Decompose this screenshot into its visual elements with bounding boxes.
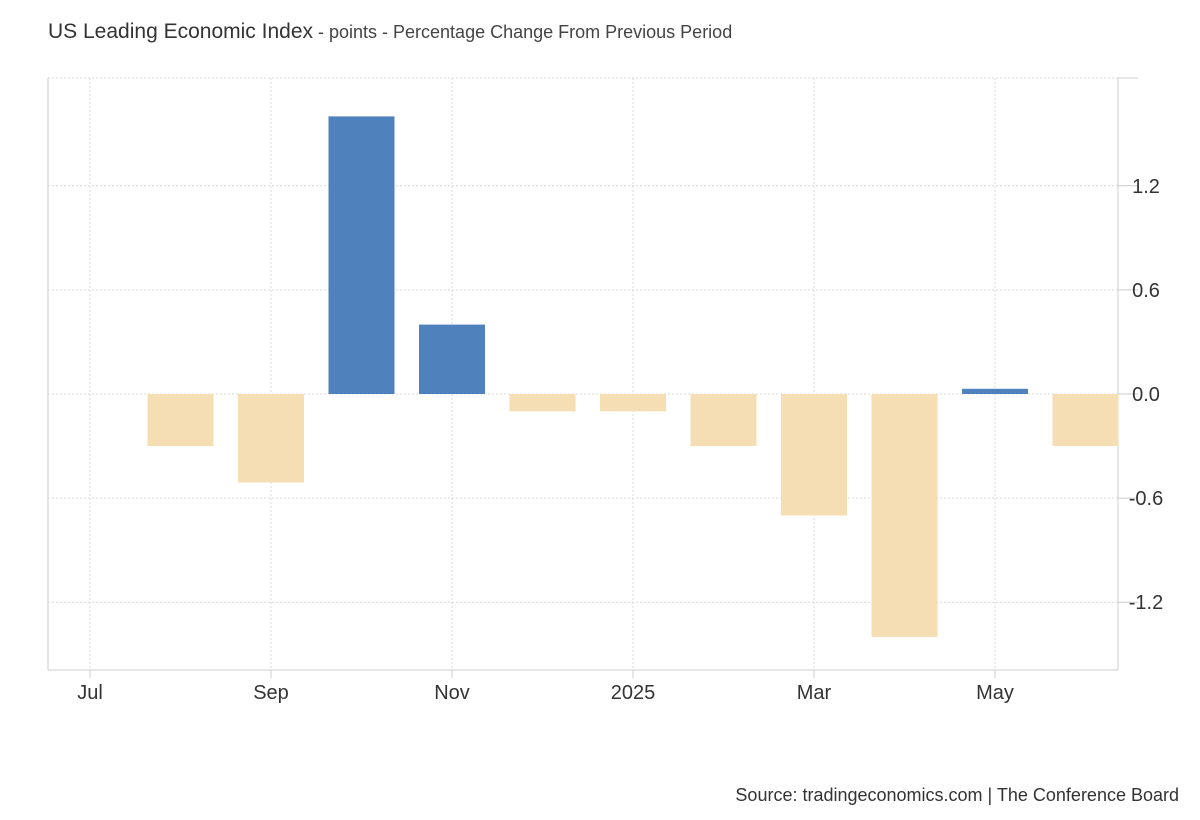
bar-2024-08: [147, 394, 214, 447]
bar-2025-06: [1052, 394, 1119, 447]
x-tick-label: 2025: [611, 682, 656, 704]
chart-subtitle: - points - Percentage Change From Previo…: [313, 22, 733, 42]
chart-title: US Leading Economic Index - points - Per…: [48, 20, 732, 44]
bar-2025-05: [962, 388, 1028, 394]
bar-2024-09: [238, 394, 304, 483]
y-tick-label: 0.0: [1132, 384, 1160, 406]
source-attribution: Source: tradingeconomics.com | The Confe…: [735, 785, 1179, 805]
x-tick-label: Sep: [253, 682, 289, 704]
x-tick-label: Jul: [77, 682, 103, 704]
bar-2025-04: [871, 394, 938, 637]
bar-2025-03: [781, 394, 847, 516]
y-tick-label: -1.2: [1129, 592, 1163, 614]
y-tick-label: 1.2: [1132, 176, 1160, 198]
x-tick-label: May: [976, 682, 1014, 704]
bar-2024-12: [509, 394, 576, 412]
chart-title-main: US Leading Economic Index: [48, 20, 313, 43]
bar-2024-10: [328, 116, 395, 395]
bar-2025-02: [690, 394, 757, 447]
y-tick-label: 0.6: [1132, 280, 1160, 302]
x-tick-label: Mar: [797, 682, 832, 704]
bar-chart: 1.2 0.6 0.0 -0.6 -1.2 Jul Sep Nov 2025 Mar May: [47, 77, 1163, 704]
bar-2024-11: [419, 324, 485, 394]
bar-2025-01: [600, 394, 666, 412]
x-tick-label: Nov: [434, 682, 470, 704]
y-tick-label: -0.6: [1129, 488, 1163, 510]
